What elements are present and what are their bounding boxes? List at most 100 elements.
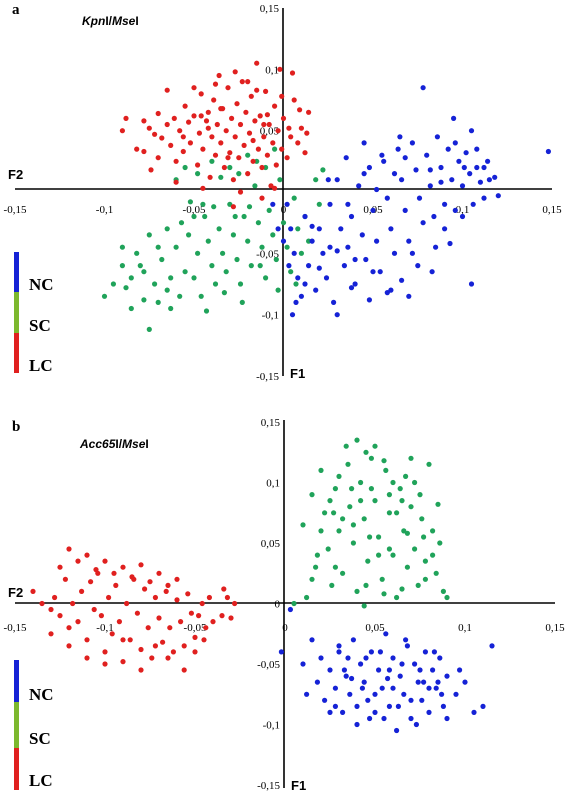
data-point-nc — [422, 649, 428, 655]
data-point-sc — [298, 250, 304, 256]
data-point-lc — [221, 164, 227, 171]
data-point-nc — [327, 709, 333, 716]
data-point-lc — [291, 97, 297, 103]
data-point-nc — [399, 177, 405, 183]
data-point-nc — [343, 673, 349, 679]
data-point-sc — [381, 591, 387, 597]
data-point-sc — [421, 534, 427, 540]
data-point-nc — [287, 606, 293, 613]
data-point-nc — [408, 697, 414, 703]
data-point-sc — [390, 552, 396, 558]
data-point-sc — [316, 201, 322, 207]
data-point-nc — [438, 164, 444, 171]
data-point-nc — [318, 655, 324, 661]
data-point-nc — [340, 709, 346, 716]
data-point-lc — [120, 637, 126, 643]
data-point-lc — [280, 115, 287, 121]
data-point-nc — [439, 691, 445, 697]
data-point-lc — [152, 594, 158, 601]
data-point-lc — [198, 113, 204, 119]
panel-a-title-i1: I/ — [105, 14, 112, 28]
data-point-nc — [363, 655, 369, 661]
panel-a-letter: a — [12, 2, 20, 18]
data-point-sc — [368, 455, 374, 461]
x-tick-label: 0 — [281, 204, 287, 216]
panel-a-title-mid: Mse — [112, 14, 136, 28]
data-point-nc — [545, 148, 552, 155]
data-point-sc — [327, 498, 333, 504]
data-point-nc — [288, 226, 294, 232]
data-point-lc — [279, 93, 285, 99]
data-point-lc — [165, 582, 171, 589]
data-point-sc — [336, 473, 342, 479]
data-point-nc — [332, 703, 338, 710]
data-point-nc — [384, 195, 390, 201]
data-point-lc — [230, 204, 236, 210]
data-point-lc — [248, 93, 254, 99]
data-point-nc — [485, 158, 491, 164]
panel-a-title-i2: I — [135, 14, 138, 28]
data-point-lc — [145, 625, 151, 631]
data-point-nc — [320, 250, 326, 256]
data-point-nc — [298, 293, 304, 299]
data-point-sc — [232, 213, 238, 220]
data-point-lc — [211, 97, 217, 103]
data-point-nc — [302, 213, 308, 220]
data-point-sc — [223, 269, 229, 275]
data-point-lc — [147, 579, 153, 585]
data-point-nc — [413, 721, 419, 728]
data-point-sc — [291, 195, 297, 201]
data-point-lc — [257, 113, 263, 119]
data-point-lc — [173, 179, 179, 185]
data-point-sc — [309, 576, 315, 582]
data-point-sc — [358, 479, 364, 486]
data-point-lc — [270, 140, 276, 146]
data-point-nc — [481, 195, 487, 201]
data-point-sc — [230, 232, 236, 238]
data-point-nc — [345, 201, 351, 207]
data-point-sc — [221, 290, 227, 296]
y-tick-label: 0,05 — [261, 538, 281, 550]
data-point-nc — [444, 673, 450, 679]
data-point-lc — [201, 637, 207, 643]
data-point-sc — [318, 467, 324, 473]
data-point-sc — [284, 244, 290, 250]
data-point-lc — [302, 150, 308, 156]
data-point-nc — [345, 244, 351, 250]
data-point-nc — [347, 691, 353, 697]
data-point-lc — [57, 613, 63, 619]
data-point-nc — [366, 297, 372, 303]
data-point-sc — [128, 275, 134, 281]
data-point-lc — [261, 134, 267, 140]
data-point-nc — [402, 155, 408, 161]
panel-b-x-axis-label: F2 — [8, 585, 23, 600]
data-point-sc — [259, 244, 265, 250]
data-point-lc — [261, 121, 267, 128]
data-point-nc — [453, 691, 459, 697]
data-point-nc — [397, 673, 403, 679]
data-point-lc — [196, 613, 202, 619]
data-point-lc — [138, 562, 144, 568]
data-point-sc — [372, 443, 378, 449]
panel-b-y-ticks: 0,15 0,1 0,05 0 -0,05 -0,1 -0,15 — [257, 417, 280, 792]
data-point-sc — [237, 281, 244, 287]
data-point-lc — [212, 152, 219, 158]
panel-a-legend-lc: LC — [29, 356, 53, 375]
data-point-sc — [177, 293, 183, 299]
data-point-sc — [394, 594, 400, 601]
data-point-sc — [164, 287, 170, 293]
data-point-sc — [367, 534, 373, 540]
data-point-lc — [219, 613, 225, 619]
data-point-sc — [386, 492, 392, 498]
data-point-sc — [433, 570, 439, 576]
x-tick-label: -0,1 — [96, 622, 113, 634]
data-point-lc — [174, 576, 180, 582]
panel-a-x-axis-label: F2 — [8, 167, 23, 182]
data-point-sc — [430, 552, 436, 558]
data-point-sc — [403, 473, 409, 479]
data-point-nc — [383, 631, 389, 637]
data-point-lc — [245, 79, 251, 85]
data-point-sc — [195, 171, 201, 177]
data-point-lc — [279, 146, 285, 152]
